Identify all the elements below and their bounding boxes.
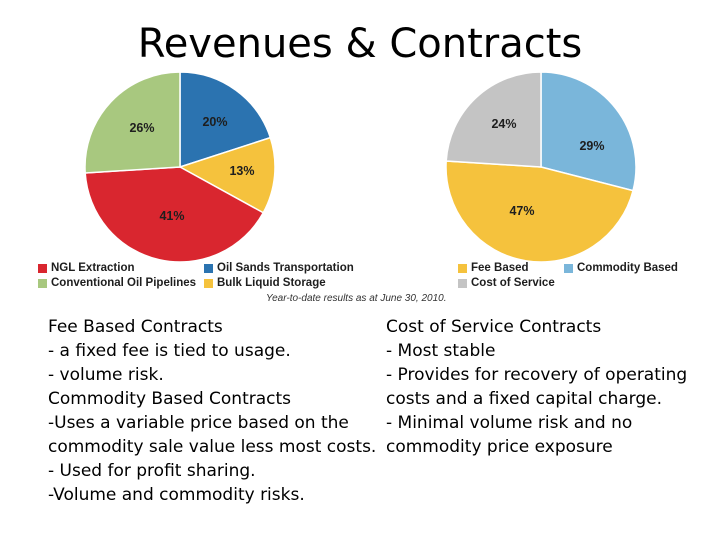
text-line: Commodity Based Contracts bbox=[48, 389, 292, 409]
text-line: - Most stable bbox=[386, 341, 496, 361]
pie-slice-label: 29% bbox=[579, 139, 604, 153]
text-line: -Volume and commodity risks. bbox=[48, 485, 305, 505]
legend-label: Commodity Based bbox=[577, 262, 678, 274]
text-line: costs and a fixed capital charge. bbox=[386, 389, 663, 409]
fee-commodity-description: Fee Based Contracts - a fixed fee is tied… bbox=[48, 315, 376, 507]
legend-label: NGL Extraction bbox=[51, 262, 135, 274]
legend-item: Oil Sands Transportation bbox=[204, 262, 354, 274]
legend-item: Fee Based bbox=[458, 262, 529, 274]
legend-label: Oil Sands Transportation bbox=[217, 262, 354, 274]
pie-slice bbox=[84, 166, 265, 263]
pie-slice bbox=[540, 71, 637, 192]
text-line: - volume risk. bbox=[48, 365, 164, 385]
text-line: - Minimal volume risk and no bbox=[386, 413, 633, 433]
cost-of-service-description: Cost of Service Contracts - Most stable - … bbox=[386, 315, 687, 459]
text-line: Fee Based Contracts bbox=[48, 317, 223, 337]
legend-swatch bbox=[204, 278, 213, 288]
legend-label: Cost of Service bbox=[471, 277, 555, 289]
text-line: Cost of Service Contracts bbox=[386, 317, 602, 337]
footnote: Year-to-date results as at June 30, 2010… bbox=[266, 293, 447, 304]
text-line: commodity sale value less most costs. bbox=[48, 437, 377, 457]
text-line: - a fixed fee is tied to usage. bbox=[48, 341, 291, 361]
pie-chart-contract-types: 29% 47% 24% bbox=[445, 71, 637, 263]
pie-slice bbox=[445, 160, 634, 263]
legend-item: NGL Extraction bbox=[38, 262, 135, 274]
pie-slice-label: 41% bbox=[159, 209, 184, 223]
pie-slice-label: 24% bbox=[491, 117, 516, 131]
text-line: - Provides for recovery of operating bbox=[386, 365, 688, 385]
text-line: - Used for profit sharing. bbox=[48, 461, 256, 481]
legend-swatch bbox=[564, 263, 573, 273]
legend-swatch bbox=[38, 278, 47, 288]
pie-slice-label: 13% bbox=[229, 164, 254, 178]
pie-slice-label: 20% bbox=[202, 115, 227, 129]
legend-item: Cost of Service bbox=[458, 277, 555, 289]
legend-swatch bbox=[204, 263, 213, 273]
pie-slice bbox=[179, 71, 272, 169]
legend-swatch bbox=[458, 278, 467, 288]
legend-business-segments: NGL Extraction Oil Sands Transportation Co… bbox=[38, 262, 368, 292]
pie-slice bbox=[445, 71, 542, 168]
text-line: -Uses a variable price based on the bbox=[48, 413, 349, 433]
legend-swatch bbox=[38, 263, 47, 273]
legend-item: Conventional Oil Pipelines bbox=[38, 277, 196, 289]
pie-slice-label: 47% bbox=[509, 204, 534, 218]
legend-item: Commodity Based bbox=[564, 262, 678, 274]
legend-contract-types: Fee Based Commodity Based Cost of Service bbox=[458, 262, 698, 292]
pie-slice-label: 26% bbox=[129, 121, 154, 135]
legend-label: Fee Based bbox=[471, 262, 529, 274]
legend-label: Conventional Oil Pipelines bbox=[51, 277, 197, 289]
text-line: commodity price exposure bbox=[386, 437, 613, 457]
legend-label: Bulk Liquid Storage bbox=[217, 277, 326, 289]
legend-item: Bulk Liquid Storage bbox=[204, 277, 326, 289]
slide-title: Revenues & Contracts bbox=[137, 21, 583, 67]
pie-slice bbox=[84, 71, 181, 174]
pie-slice bbox=[178, 136, 276, 214]
pie-chart-business-segments: 20% 13% 41% 26% bbox=[84, 71, 276, 263]
legend-swatch bbox=[458, 263, 467, 273]
